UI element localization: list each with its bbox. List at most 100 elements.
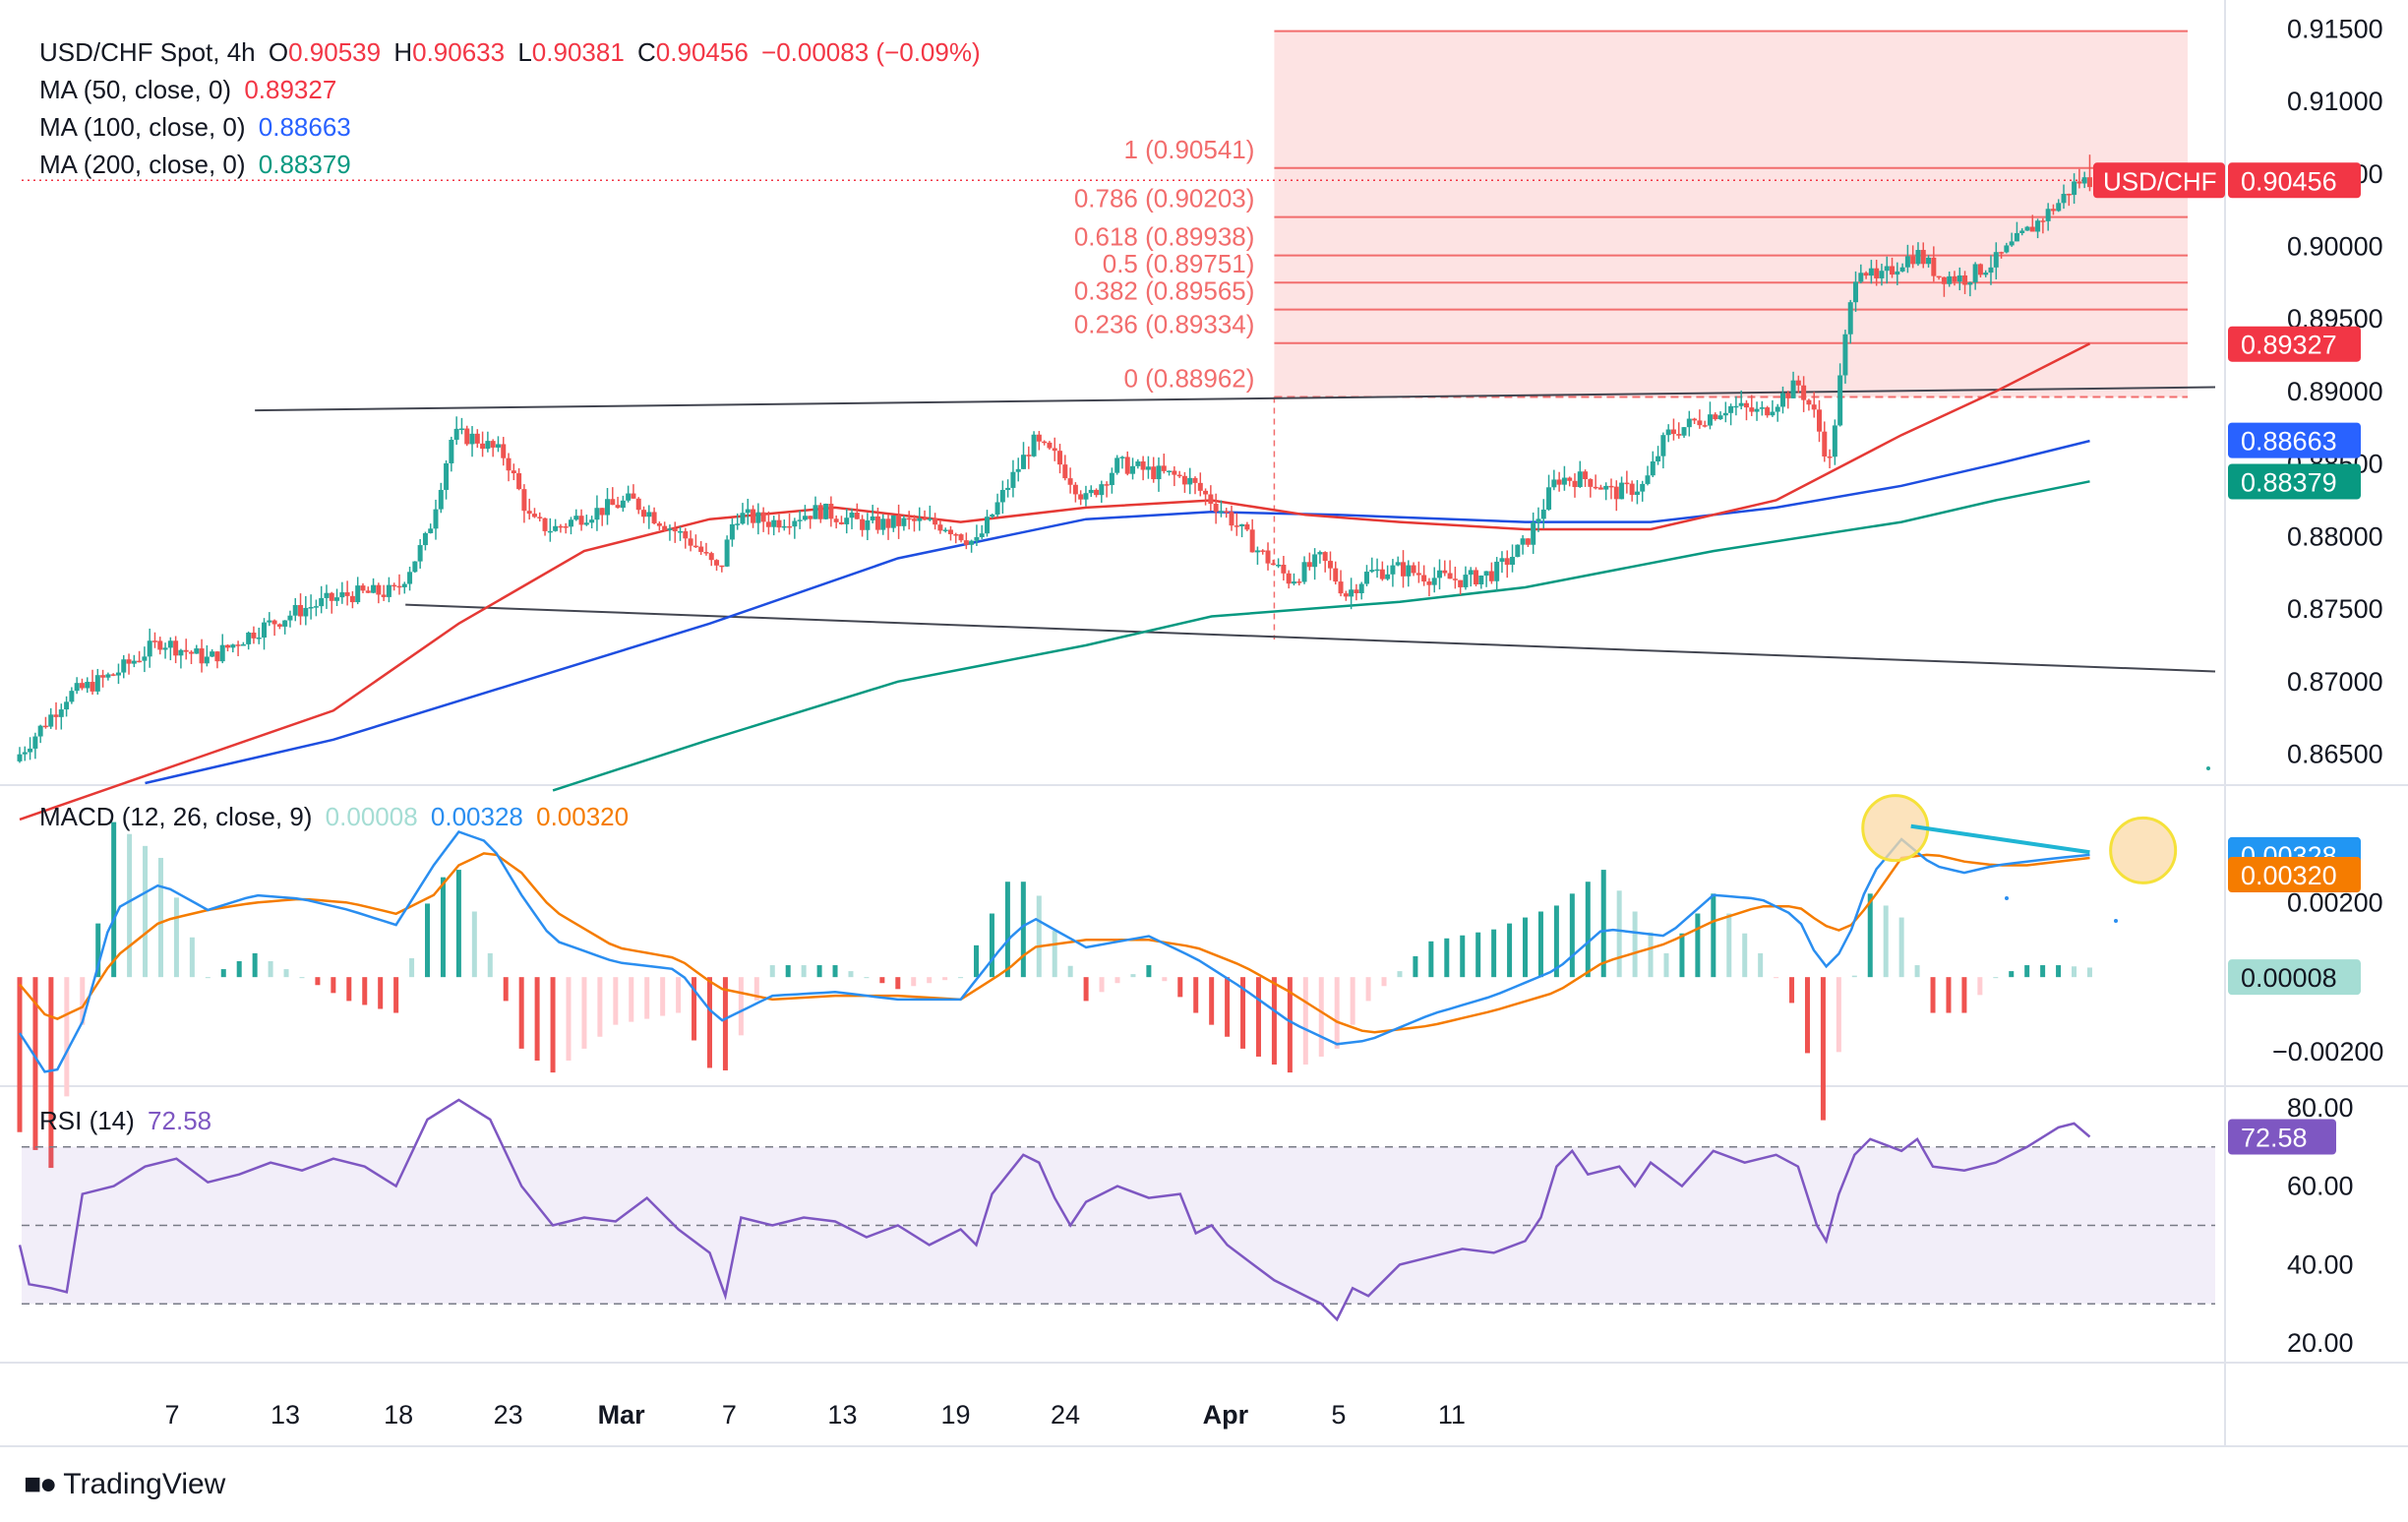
candle-body	[933, 518, 938, 525]
candle-body	[1847, 302, 1853, 335]
candle-body	[115, 672, 121, 676]
hist-value-label-box	[2228, 959, 2361, 996]
macd-histogram-bar	[1711, 893, 1716, 978]
fib-level-label: 0.618 (0.89938)	[1074, 222, 1255, 252]
candle-body	[735, 523, 741, 525]
candle-body	[901, 517, 907, 526]
macd-histogram-bar	[173, 897, 179, 978]
candle-body	[2077, 181, 2082, 184]
price-label-0-box	[2228, 162, 2361, 199]
candle-body	[282, 620, 288, 627]
macd-histogram-bar	[581, 977, 587, 1049]
candle-body	[230, 644, 236, 648]
candle-body	[1135, 461, 1141, 466]
candle-body	[1239, 523, 1245, 526]
tradingview-brand[interactable]: ■● TradingView	[24, 1468, 225, 1501]
candle-body	[17, 754, 23, 761]
candle-body	[1234, 525, 1239, 527]
trendlines[interactable]	[255, 386, 2216, 673]
candle-body	[1660, 435, 1666, 457]
macd-histogram-bar	[974, 944, 980, 978]
candle-body	[990, 514, 995, 517]
macd-histogram-bar	[471, 911, 477, 978]
candle-body	[1296, 581, 1302, 583]
candle-body	[1645, 475, 1651, 484]
fibonacci-retracement[interactable]: 1 (0.90541) 0.786 (0.90203) 0.618 (0.89938…	[1074, 30, 2188, 639]
candle-body	[267, 620, 272, 623]
time-tick-label: 5	[1331, 1400, 1346, 1430]
candle-body	[1811, 404, 1817, 410]
candle-body	[1213, 504, 1219, 513]
macd-histogram-bar	[299, 977, 305, 979]
rsi-value-label-box	[2228, 1119, 2336, 1155]
macd-histogram-bar	[534, 977, 540, 1062]
rsi-value: 72.58	[148, 1106, 212, 1135]
candle-body	[105, 674, 111, 678]
price-axis[interactable]: 0.915000.910000.905000.900000.895000.890…	[2272, 14, 2383, 1358]
candle-body	[1463, 575, 1469, 587]
macd-histogram-bar	[64, 977, 70, 1097]
candle-body	[833, 518, 839, 522]
candle-body	[922, 517, 928, 520]
candle-body	[1697, 420, 1703, 426]
candle-body	[1743, 402, 1749, 408]
candle-body	[703, 552, 709, 554]
candle-body	[1474, 570, 1479, 585]
candle-body	[1795, 380, 1801, 386]
candle-body	[1952, 275, 1957, 282]
candle-body	[1358, 583, 1364, 594]
candle-body	[1520, 538, 1526, 545]
time-axis[interactable]: 7 13 18 23 Mar 7 13 19 24 Apr 5 11	[164, 1400, 1465, 1430]
ma50-value: 0.89327	[244, 75, 337, 104]
candle-body	[246, 633, 252, 644]
price-label-2-box	[2228, 422, 2361, 458]
macd-histogram-bar	[942, 977, 948, 981]
macd-histogram-bar	[48, 977, 54, 1169]
macd-histogram-bar	[1052, 931, 1057, 978]
candle-body	[860, 518, 866, 530]
macd-histogram-bar	[205, 977, 211, 979]
candle-body	[1197, 482, 1203, 491]
candle-body	[1224, 511, 1230, 513]
candle-body	[667, 528, 673, 530]
candle-body	[1556, 479, 1562, 485]
candle-body	[1130, 465, 1136, 474]
candle-body	[1327, 561, 1333, 569]
candle-body	[1119, 457, 1125, 458]
rsi-tick-label: 80.00	[2287, 1093, 2354, 1123]
price-tick-label: 0.87000	[2287, 667, 2383, 697]
candle-body	[969, 540, 975, 545]
candle-body	[147, 640, 152, 657]
candle-body	[714, 560, 720, 566]
fib-level-label: 0.382 (0.89565)	[1074, 276, 1255, 306]
high-value: 0.90633	[412, 37, 506, 67]
candle-body	[979, 533, 985, 537]
macd-histogram-bar	[911, 977, 917, 987]
candle-body	[365, 590, 371, 593]
macd-hist-value: 0.00008	[325, 802, 418, 831]
candle-body	[1437, 570, 1443, 578]
candle-body	[906, 517, 912, 520]
macd-histogram-bar	[32, 977, 38, 1150]
macd-histogram-bar	[738, 977, 744, 1036]
time-tick-label: 7	[164, 1400, 179, 1430]
candle-body	[438, 489, 444, 510]
candle-body	[771, 519, 777, 527]
macd-histogram-bar	[1209, 977, 1215, 1025]
candle-body	[142, 656, 148, 661]
candle-body	[1426, 581, 1432, 585]
candle-body	[1026, 455, 1032, 457]
ma200-line	[552, 480, 2090, 792]
rsi-value-label-text: 72.58	[2241, 1124, 2308, 1153]
macd-histogram-bar	[660, 977, 666, 1016]
candle-body	[204, 656, 210, 664]
candle-body	[729, 523, 735, 540]
time-tick-label: 7	[722, 1400, 737, 1430]
candle-body	[1962, 274, 1968, 285]
candle-body	[1546, 487, 1552, 510]
macd-histogram-bar	[613, 977, 619, 1025]
symbol-title: USD/CHF Spot, 4h	[39, 37, 256, 67]
candle-body	[1395, 562, 1401, 566]
candle-body	[1728, 405, 1734, 413]
